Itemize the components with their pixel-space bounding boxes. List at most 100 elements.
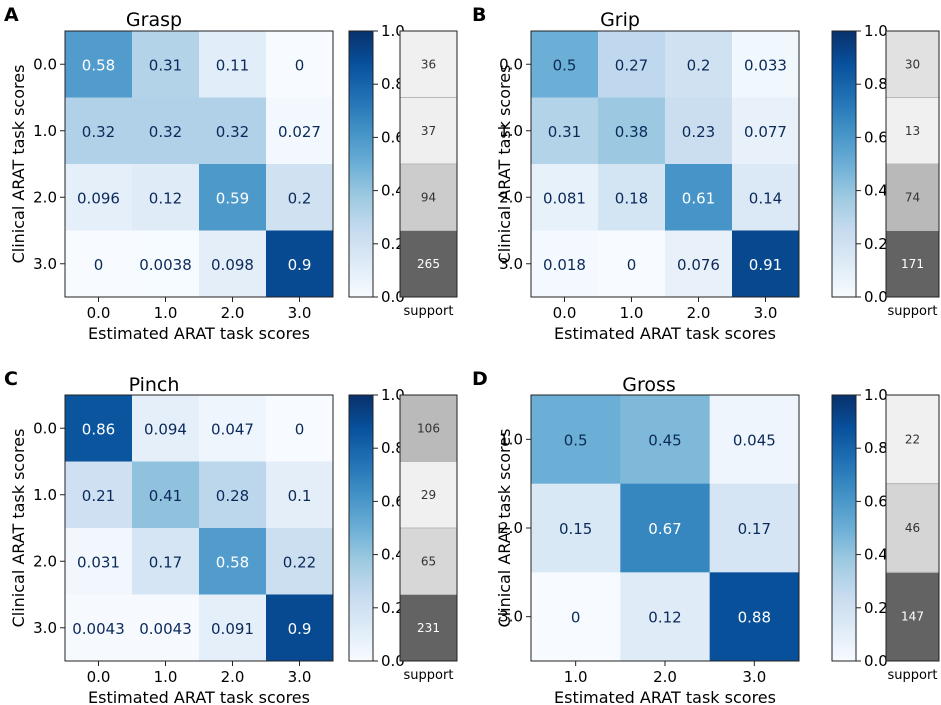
x-tick-label: 3.0 [288,304,312,322]
support-value-label: 231 [417,621,440,635]
heatmap-cell [266,230,334,298]
cell-value-label: 0.41 [149,487,182,505]
support-value-label: 74 [905,190,920,204]
y-axis-label: Clinical ARAT task scores [9,65,28,264]
heatmap-cell [199,164,267,231]
cell-value-label: 0.23 [682,123,715,141]
support-value-label: 13 [905,124,920,138]
x-tick-label: 1.0 [564,668,588,686]
panel-label: D [472,368,488,390]
support-bar: 36 37 94 265 [399,30,458,298]
cell-value-label: 0 [627,256,637,274]
support-value-label: 171 [901,257,924,271]
colorbar-tick-label: 0.4 [864,546,888,564]
support-label: support [404,304,454,319]
y-tick-label: 2.0 [33,552,57,570]
support-frame [885,30,940,298]
heatmap-cell [132,461,200,529]
heatmap-cell [531,572,621,662]
panel-label: C [4,368,18,390]
support-bar: 22 46 147 [885,394,940,662]
support-label: support [888,668,938,683]
heatmap-cell [65,31,133,98]
x-axis-label: Estimated ARAT task scores [554,324,776,343]
heatmap-cell [132,230,200,298]
cell-value-label: 0.5 [564,431,588,449]
support-bar: 106 29 65 231 [399,394,458,662]
cell-value-label: 0.2 [687,56,711,74]
heatmap-cell [620,395,711,485]
heatmap-cell [732,97,800,165]
chart-title: Grip [600,9,640,31]
heatmap-cell [65,395,133,462]
cell-value-label: 0.67 [648,520,681,538]
support-value-label: 65 [421,554,436,568]
heatmap-cell [620,483,711,573]
cell-value-label: 0.31 [548,123,581,141]
cell-value-label: 0.22 [283,553,316,571]
x-tick-label: 1.0 [620,304,644,322]
heatmap-cell [199,395,267,462]
panel-label: B [472,4,486,26]
cell-value-label: 0.58 [82,56,115,74]
heatmap-cell [531,164,599,231]
colorbar-tick-label: 1.0 [381,386,405,404]
heatmap-cell [665,164,733,231]
colorbar-tick-label: 0.0 [864,288,888,306]
heatmap-cell [598,31,666,98]
y-tick-label: 3.0 [499,608,523,626]
heatmap-cell [665,31,733,98]
heatmap-cell [132,164,200,231]
support-bar: 30 13 74 171 [885,30,940,298]
cell-value-label: 0.21 [82,487,115,505]
support-cell [399,527,458,595]
colorbar-tick-label: 0.2 [864,599,888,617]
colorbar-tick-label: 1.0 [864,22,888,40]
cell-value-label: 0.18 [615,189,648,207]
cell-value-label: 0 [94,256,104,274]
colorbar-tick-label: 0.0 [864,652,888,670]
colorbar-tick-label: 0.8 [381,439,405,457]
cell-value-label: 0.17 [149,553,182,571]
heatmap-cell [531,395,621,485]
x-tick-label: 2.0 [221,304,245,322]
heatmap-cell [132,31,200,98]
colorbar [831,394,857,662]
panel-B: B Grip 0.5 0.27 0.2 0.033 0.31 0.38 0.23 0.077 0.0… [472,4,940,343]
cell-value-label: 0.17 [738,520,771,538]
x-tick-label: 0.0 [87,668,111,686]
heatmap-cell [709,483,800,573]
cell-value-label: 0.15 [559,520,592,538]
support-label: support [404,668,454,683]
support-value-label: 22 [905,432,920,446]
cell-value-label: 0 [295,420,305,438]
y-tick-label: 3.0 [499,255,523,273]
cell-value-label: 0 [571,609,581,627]
heatmap-cell [65,164,133,231]
heatmap-frame [530,30,800,298]
support-cell [399,594,458,662]
y-axis-label: Clinical ARAT task scores [495,429,514,628]
heatmap: 0.58 0.31 0.11 0 0.32 0.32 0.32 0.027 0.096 0.12 0… [65,31,334,298]
support-value-label: 36 [421,57,436,71]
cell-value-label: 0.32 [149,123,182,141]
cell-value-label: 0.081 [543,189,586,207]
heatmap-cell [266,164,334,231]
cell-value-label: 0.32 [216,123,249,141]
heatmap-cell [65,230,133,298]
panel-D: D Gross 0.5 0.45 0.045 0.15 0.67 0.17 0 0.12 0.88 1… [472,368,940,705]
heatmap-cell [665,97,733,165]
y-tick-label: 2.0 [33,188,57,206]
x-tick-label: 3.0 [742,668,766,686]
y-axis-label: Clinical ARAT task scores [9,429,28,628]
heatmap-frame [64,394,334,662]
colorbar-tick-label: 1.0 [864,386,888,404]
heatmap-cell [709,395,800,485]
cell-value-label: 0.094 [144,420,187,438]
heatmap-cell [65,461,133,529]
cell-value-label: 0.11 [216,56,249,74]
heatmap-cell [709,572,800,662]
heatmap-cell [266,31,334,98]
